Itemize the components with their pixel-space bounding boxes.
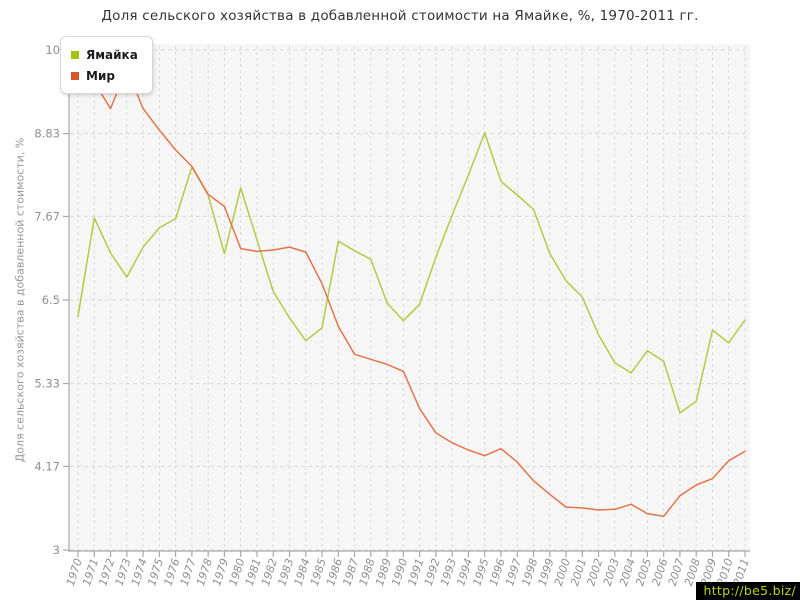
legend-swatch-jamaica-icon xyxy=(71,50,79,59)
chart-title: Доля сельского хозяйства в добавленной с… xyxy=(101,8,699,24)
y-tick-label: 7.67 xyxy=(34,209,60,223)
watermark-link[interactable]: http://be5.biz/ xyxy=(696,582,800,600)
legend-label-jamaica: Ямайка xyxy=(86,47,138,62)
y-tick-label: 6.5 xyxy=(42,293,60,307)
legend-item-jamaica: Ямайка xyxy=(71,44,138,65)
y-axis-ticks: 10 8.83 7.67 6.5 5.33 4.17 3 xyxy=(34,43,69,557)
series-line-jamaica xyxy=(77,132,746,414)
y-tick-label: 10 xyxy=(45,43,60,57)
horizontal-gridlines xyxy=(70,49,750,551)
y-tick-label: 8.83 xyxy=(34,127,60,141)
legend-item-world: Мир xyxy=(71,65,138,86)
legend-label-world: Мир xyxy=(86,68,115,83)
y-tick-label: 4.17 xyxy=(34,459,60,473)
y-tick-label: 3 xyxy=(53,543,60,557)
legend-swatch-world-icon xyxy=(71,71,79,80)
series-line-world xyxy=(77,51,746,518)
legend: Ямайка Мир xyxy=(60,36,153,94)
x-axis-ticks: 1970197119721973197419751976197719781979… xyxy=(64,551,752,588)
y-tick-label: 5.33 xyxy=(34,377,60,391)
